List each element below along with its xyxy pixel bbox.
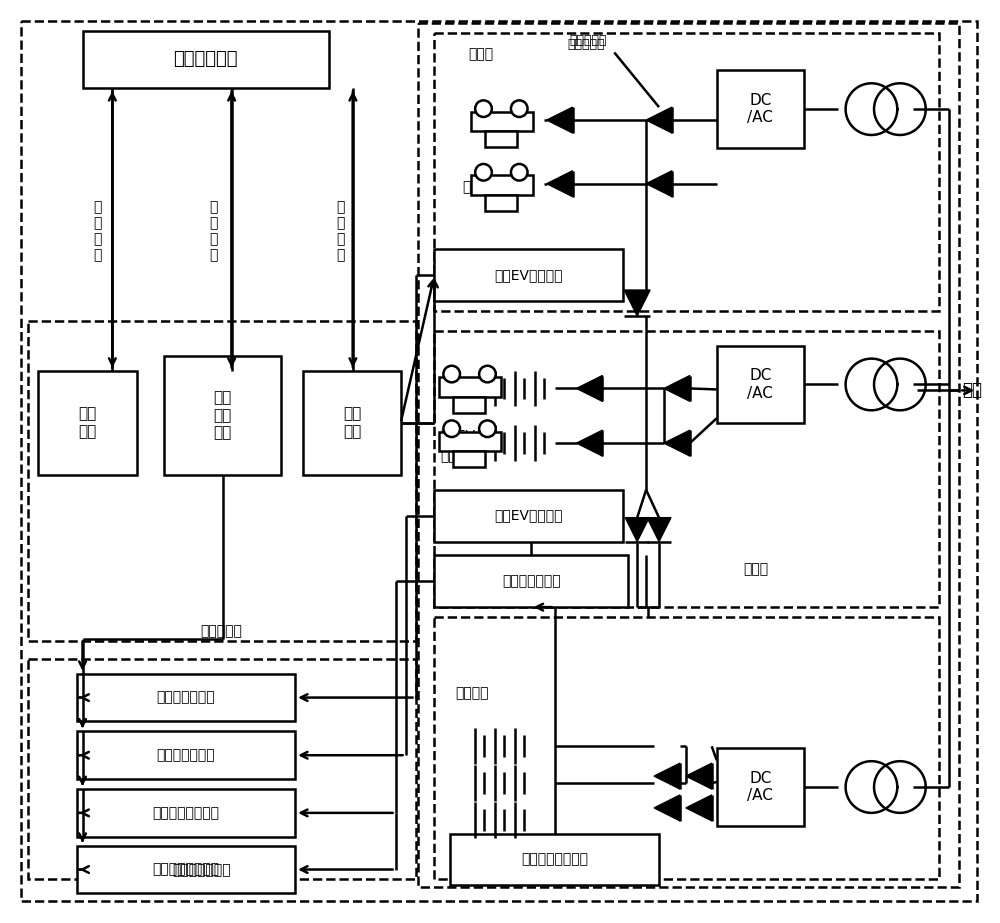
FancyBboxPatch shape	[83, 30, 329, 89]
Polygon shape	[625, 518, 649, 542]
Text: 电网: 电网	[962, 381, 982, 400]
Text: 充电EV: 充电EV	[462, 180, 497, 194]
Polygon shape	[654, 795, 680, 821]
Polygon shape	[664, 430, 690, 456]
Circle shape	[475, 164, 492, 181]
Text: 充电站: 充电站	[468, 47, 493, 62]
FancyBboxPatch shape	[38, 370, 137, 475]
Polygon shape	[686, 763, 712, 789]
Text: 换电站: 换电站	[440, 449, 465, 463]
Text: DC
/AC: DC /AC	[747, 368, 773, 401]
Circle shape	[511, 101, 528, 117]
Polygon shape	[547, 107, 573, 133]
Text: 充电站监控系统: 充电站监控系统	[157, 690, 215, 704]
Text: 场站监控调度层: 场站监控调度层	[172, 864, 231, 878]
Text: 调
度
计
划: 调 度 计 划	[337, 200, 345, 263]
Bar	[439, 432, 501, 451]
Text: 换电EV监控单元: 换电EV监控单元	[495, 509, 563, 522]
Polygon shape	[664, 376, 690, 402]
Circle shape	[475, 101, 492, 117]
Text: 站网
协调
控制: 站网 协调 控制	[214, 390, 232, 440]
Bar	[485, 195, 517, 210]
Circle shape	[479, 366, 496, 382]
Text: 站内协调控制系统: 站内协调控制系统	[152, 862, 219, 877]
Polygon shape	[547, 171, 573, 197]
Bar	[453, 397, 485, 413]
Text: 计划
编制: 计划 编制	[343, 406, 361, 439]
Text: 梯级电站监控系统: 梯级电站监控系统	[152, 806, 219, 820]
Polygon shape	[646, 171, 672, 197]
Text: 换电站监控系统: 换电站监控系统	[157, 749, 215, 762]
Text: 双向晶闸管: 双向晶闸管	[570, 34, 607, 47]
FancyBboxPatch shape	[434, 490, 623, 542]
Polygon shape	[686, 795, 712, 821]
FancyBboxPatch shape	[717, 346, 804, 424]
FancyBboxPatch shape	[434, 249, 623, 301]
Polygon shape	[624, 290, 650, 316]
Text: 双向晶闸管: 双向晶闸管	[568, 38, 605, 51]
Text: 上级调度机构: 上级调度机构	[174, 51, 238, 68]
Bar	[471, 112, 533, 131]
Text: 数据
监视: 数据 监视	[78, 406, 97, 439]
Text: 站内协调控制器: 站内协调控制器	[502, 574, 561, 588]
FancyBboxPatch shape	[717, 70, 804, 148]
FancyBboxPatch shape	[450, 833, 659, 885]
FancyBboxPatch shape	[164, 355, 281, 475]
FancyBboxPatch shape	[77, 731, 295, 779]
Polygon shape	[646, 107, 672, 133]
Circle shape	[479, 420, 496, 437]
FancyBboxPatch shape	[717, 749, 804, 826]
FancyBboxPatch shape	[434, 556, 628, 607]
Text: 梯级电站: 梯级电站	[455, 687, 489, 701]
Text: 运
行
信
息: 运 行 信 息	[93, 200, 102, 263]
Text: 联合调度层: 联合调度层	[201, 624, 243, 638]
Text: DC
/AC: DC /AC	[747, 93, 773, 126]
Bar	[453, 451, 485, 467]
FancyBboxPatch shape	[77, 845, 295, 893]
Bar	[439, 378, 501, 397]
Text: 充电EV监控单元: 充电EV监控单元	[495, 268, 563, 282]
Circle shape	[443, 366, 460, 382]
Polygon shape	[654, 763, 680, 789]
Text: 梯级电站监控单元: 梯级电站监控单元	[521, 853, 588, 867]
FancyBboxPatch shape	[77, 674, 295, 722]
Bar	[485, 131, 517, 148]
Text: 换电EV: 换电EV	[440, 428, 475, 442]
Text: 调
度
指
令: 调 度 指 令	[210, 200, 218, 263]
Bar	[471, 175, 533, 195]
Polygon shape	[577, 430, 602, 456]
Text: DC
/AC: DC /AC	[747, 771, 773, 803]
Polygon shape	[647, 518, 671, 542]
Text: 设备层: 设备层	[744, 562, 769, 576]
Polygon shape	[577, 376, 602, 402]
FancyBboxPatch shape	[303, 370, 401, 475]
Circle shape	[443, 420, 460, 437]
FancyBboxPatch shape	[77, 789, 295, 837]
Circle shape	[511, 164, 528, 181]
